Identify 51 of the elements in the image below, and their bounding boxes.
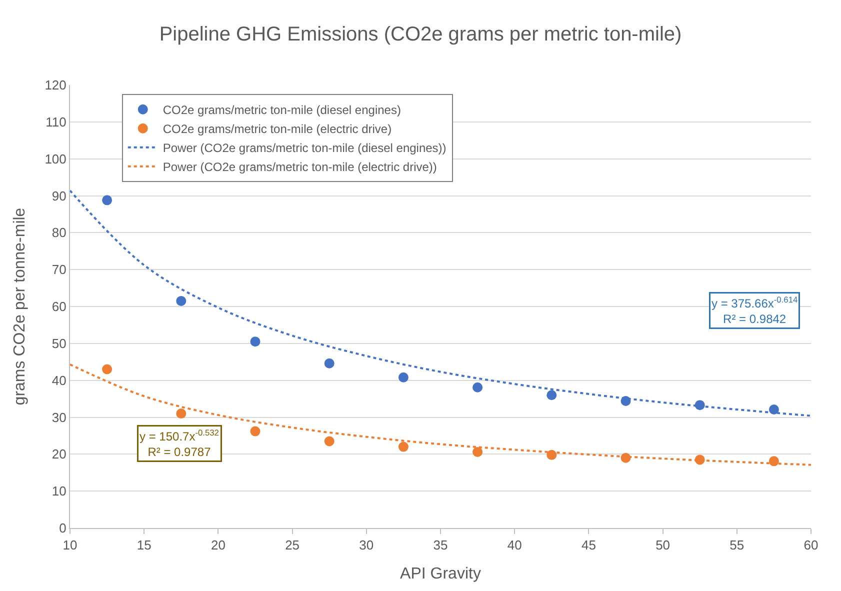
x-tick-label: 10 <box>62 538 78 553</box>
legend-label: Power (CO2e grams/metric ton-mile (diesel engines)) <box>162 141 446 156</box>
point <box>102 195 112 206</box>
x-tick-label: 25 <box>285 538 300 553</box>
x-tick-label: 20 <box>210 538 226 553</box>
y-tick-label: 0 <box>59 520 66 536</box>
point <box>102 364 112 374</box>
point <box>250 426 260 436</box>
y-axis-title: grams CO2e per tonne-mile <box>12 208 29 406</box>
point <box>176 408 186 419</box>
x-tick-label: 45 <box>581 538 596 553</box>
x-tick-label: 60 <box>804 538 818 553</box>
y-tick-label: 20 <box>52 446 66 462</box>
point <box>398 372 408 382</box>
y-tick-label: 50 <box>52 336 66 351</box>
y-tick-label: 110 <box>46 114 66 130</box>
point <box>768 404 779 414</box>
y-tick-label: 90 <box>52 188 66 204</box>
x-tick-label: 15 <box>136 538 152 553</box>
annotation: y = 150.7x$^{-0.532}$ R² = 0.9787 <box>140 428 220 460</box>
point <box>472 446 483 457</box>
x-tick-label: 30 <box>359 538 374 553</box>
point <box>398 442 408 452</box>
x-tick-label: 40 <box>507 538 522 553</box>
y-tick-label: 10 <box>52 484 66 499</box>
y-tick-label: 40 <box>52 372 66 388</box>
x-tick-label: 55 <box>730 538 744 553</box>
point <box>546 390 557 400</box>
y-tick-label: 30 <box>52 410 66 425</box>
point <box>546 450 557 460</box>
x-axis-title: API Gravity <box>400 565 481 582</box>
chart-title: Pipeline GHG Emissions (CO2e grams per metric ton-mile) <box>159 24 682 46</box>
point <box>324 358 334 368</box>
y-tick-label: 100 <box>44 151 66 166</box>
y-tick-label: 70 <box>52 262 66 278</box>
line-series <box>70 190 811 417</box>
y-tick-label: 60 <box>52 299 66 314</box>
legend-label: CO2e grams/metric ton-mile (diesel engines) <box>162 103 401 118</box>
point <box>176 296 186 306</box>
line-series <box>70 363 811 466</box>
y-tick-label: 80 <box>52 225 66 240</box>
legend-label: Power (CO2e grams/metric ton-mile (electric drive)) <box>162 160 437 174</box>
y-tick-label: 120 <box>44 78 66 93</box>
annotation: y = 375.66x$^{-0.614}$ R² = 0.9842 <box>712 294 798 326</box>
x-tick-label: 50 <box>656 538 670 553</box>
point <box>324 436 334 446</box>
point <box>250 336 260 347</box>
point <box>768 456 779 466</box>
point <box>472 382 483 392</box>
legend-label: CO2e grams/metric ton-mile (electric drive) <box>162 122 392 136</box>
x-tick-label: 35 <box>433 538 448 553</box>
